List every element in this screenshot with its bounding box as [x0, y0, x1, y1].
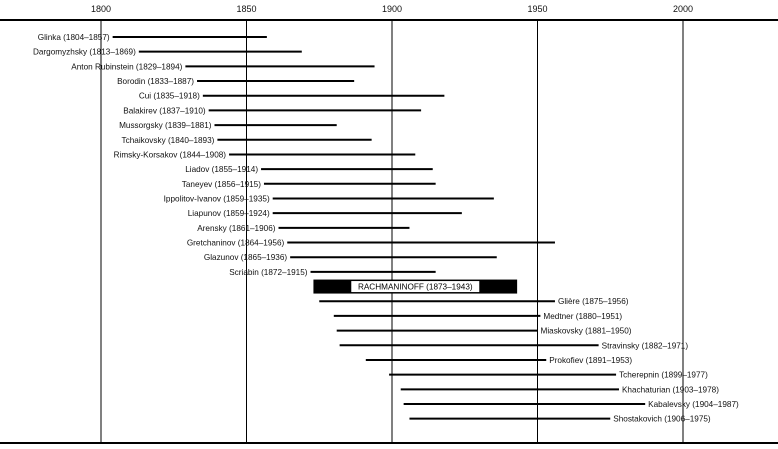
tick-label-1800: 1800: [91, 4, 111, 14]
label-miaskovsky: Miaskovsky (1881–1950): [541, 327, 632, 336]
label-shostakovich: Shostakovich (1906–1975): [613, 415, 711, 424]
label-mussorgsky: Mussorgsky (1839–1881): [119, 121, 212, 130]
highlight-label-box: [351, 281, 480, 293]
label-gretchaninov: Gretchaninov (1864–1956): [187, 239, 285, 248]
label-rimsky-korsakov: Rimsky-Korsakov (1844–1908): [114, 150, 227, 159]
label-stravinsky: Stravinsky (1882–1971): [602, 341, 689, 350]
highlight-group: RACHMANINOFF (1873–1943): [313, 279, 518, 294]
highlight-label: RACHMANINOFF (1873–1943): [358, 283, 473, 292]
tick-label-1950: 1950: [527, 4, 547, 14]
tick-label-2000: 2000: [673, 4, 693, 14]
label-liapunov: Liapunov (1859–1924): [188, 209, 270, 218]
label-liadov: Liadov (1855–1914): [185, 165, 258, 174]
grid-lines: [100, 20, 684, 443]
label-prokofiev: Prokofiev (1891–1953): [549, 356, 632, 365]
label-tcherepnin: Tcherepnin (1899–1977): [619, 371, 708, 380]
tick-label-1900: 1900: [382, 4, 402, 14]
label-khachaturian: Khachaturian (1903–1978): [622, 385, 719, 394]
label-tchaikovsky: Tchaikovsky (1840–1893): [122, 136, 215, 145]
label-glinka: Glinka (1804–1857): [38, 33, 110, 42]
label-anton-rubinstein: Anton Rubinstein (1829–1894): [71, 62, 182, 71]
label-cui: Cui (1835–1918): [139, 92, 200, 101]
label-ippolitov-ivanov: Ippolitov-Ivanov (1859–1935): [164, 194, 270, 203]
x-axis-ticks: 1800 1850 1900 1950 2000: [91, 4, 693, 14]
label-balakirev: Balakirev (1837–1910): [123, 106, 206, 115]
label-gli-re: Glière (1875–1956): [558, 297, 629, 306]
label-dargomyzhsky: Dargomyzhsky (1813–1869): [33, 48, 136, 57]
label-borodin: Borodin (1833–1887): [117, 77, 194, 86]
label-kabalevsky: Kabalevsky (1904–1987): [648, 400, 739, 409]
lifespan-bars: Glinka (1804–1857) Dargomyzhsky (1813–186…: [33, 33, 739, 424]
label-taneyev: Taneyev (1856–1915): [182, 180, 261, 189]
tick-label-1850: 1850: [236, 4, 256, 14]
label-medtner: Medtner (1880–1951): [543, 312, 622, 321]
label-glazunov: Glazunov (1865–1936): [204, 253, 288, 262]
label-arensky: Arensky (1861–1906): [197, 224, 276, 233]
label-scriabin: Scriabin (1872–1915): [229, 268, 308, 277]
